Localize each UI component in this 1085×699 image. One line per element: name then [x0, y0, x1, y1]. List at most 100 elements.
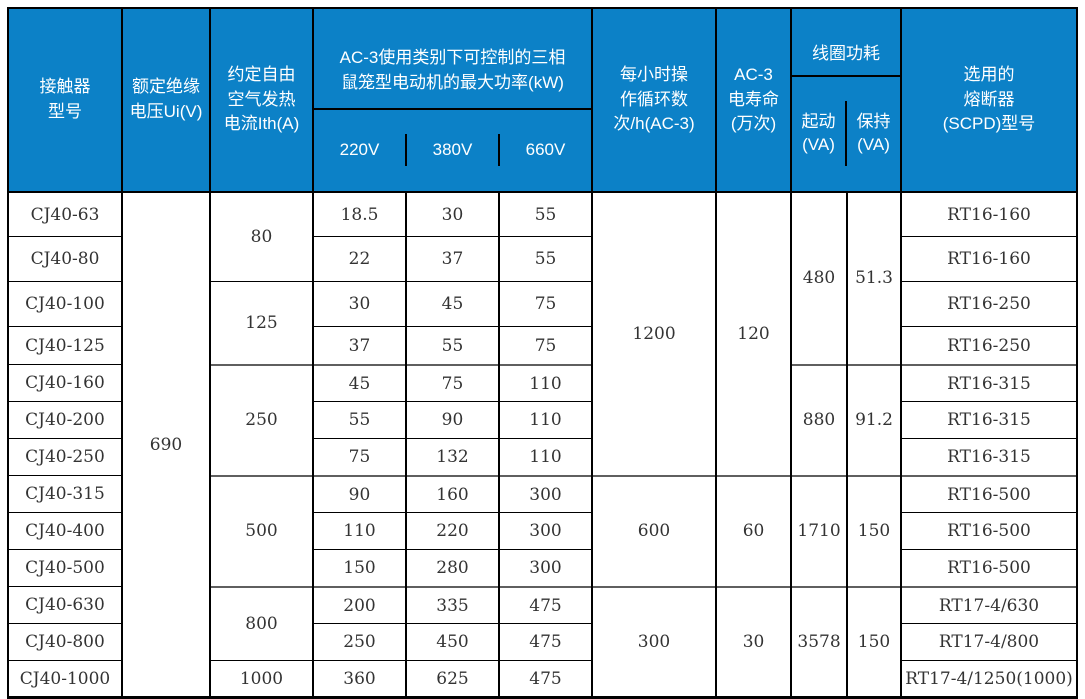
table-row: CJ40-80 22 37 55 RT16-160	[7, 236, 1079, 283]
p660-cell: 300	[497, 549, 594, 588]
p660-cell: 110	[497, 401, 594, 440]
ith-cell: 800	[209, 585, 314, 662]
ui-cell: 690	[121, 191, 211, 699]
p660-cell: 55	[497, 191, 594, 238]
coil-start-cell: 1710	[790, 474, 849, 588]
life-cell: 120	[715, 191, 793, 477]
p220-cell: 250	[312, 623, 407, 662]
table-row: CJ40-500 150 280 300 RT16-500	[7, 549, 1079, 588]
fuse-cell: RT16-315	[900, 438, 1079, 477]
model-cell: CJ40-800	[7, 623, 123, 662]
header-660v: 660V	[498, 134, 591, 167]
ops-cell: 600	[591, 474, 718, 588]
p660-cell: 110	[497, 438, 594, 477]
header-ith: 约定自由 空气发热 电流Ith(A)	[209, 7, 314, 193]
fuse-cell: RT16-160	[900, 191, 1079, 238]
p380-cell: 220	[405, 512, 500, 551]
ops-cell: 300	[591, 585, 718, 699]
table-row: CJ40-100 125 30 45 75 RT16-250	[7, 281, 1079, 366]
fuse-cell: RT16-500	[900, 549, 1079, 588]
ith-cell: 1000	[209, 660, 314, 699]
model-cell: CJ40-250	[7, 438, 123, 477]
table-row: CJ40-63 690 80 18.5 30 55 1200 120 480 5…	[7, 191, 1079, 699]
p220-cell: 18.5	[312, 191, 407, 238]
table-row: CJ40-200 55 90 110 RT16-315	[7, 401, 1079, 440]
fuse-cell: RT16-160	[900, 236, 1079, 283]
p380-cell: 90	[405, 401, 500, 440]
p660-cell: 110	[497, 363, 594, 403]
table-row: CJ40-160 250 45 75 110 880 91.2 RT16-315	[7, 363, 1079, 477]
p220-cell: 30	[312, 281, 407, 328]
p220-cell: 55	[312, 401, 407, 440]
life-cell: 30	[715, 585, 793, 699]
model-cell: CJ40-160	[7, 364, 123, 403]
coil-hold-cell: 150	[846, 474, 903, 588]
model-cell: CJ40-63	[7, 191, 123, 238]
life-cell: 60	[715, 474, 793, 588]
header-model: 接触器 型号	[7, 7, 123, 193]
model-cell: CJ40-500	[7, 549, 123, 588]
coil-start-cell: 480	[790, 191, 849, 366]
table-row: CJ40-125 37 55 75 RT16-250	[7, 326, 1079, 366]
ith-cell: 80	[209, 191, 314, 283]
p380-cell: 45	[405, 281, 500, 328]
p380-cell: 75	[405, 363, 500, 403]
p660-cell: 55	[497, 236, 594, 283]
fuse-cell: RT17-4/1250(1000)	[900, 660, 1079, 699]
coil-hold-cell: 150	[846, 585, 903, 699]
p220-cell: 75	[312, 438, 407, 477]
p380-cell: 30	[405, 191, 500, 238]
header-power-group: AC-3使用类别下可控制的三相 鼠笼型电动机的最大功率(kW) 220V 380…	[311, 7, 594, 193]
p660-cell: 475	[497, 585, 594, 625]
header-ui: 额定绝缘 电压Ui(V)	[121, 7, 211, 193]
p660-cell: 475	[497, 660, 594, 699]
coil-start-cell: 3578	[790, 585, 849, 699]
table-row: CJ40-250 75 132 110 RT16-315	[7, 438, 1079, 477]
fuse-cell: RT16-250	[900, 281, 1079, 328]
coil-start-cell: 880	[790, 363, 849, 477]
p380-cell: 132	[405, 438, 500, 477]
fuse-cell: RT17-4/630	[900, 585, 1079, 625]
fuse-cell: RT16-500	[900, 474, 1079, 514]
model-cell: CJ40-400	[7, 512, 123, 551]
model-cell: CJ40-630	[7, 586, 123, 625]
fuse-cell: RT17-4/800	[900, 623, 1079, 662]
coil-hold-cell: 91.2	[846, 363, 903, 477]
ith-cell: 250	[209, 363, 314, 477]
header-row: 接触器 型号 额定绝缘 电压Ui(V) 约定自由 空气发热 电流Ith(A) A…	[7, 7, 1079, 193]
p660-cell: 300	[497, 474, 594, 514]
p380-cell: 280	[405, 549, 500, 588]
p220-cell: 45	[312, 363, 407, 403]
fuse-cell: RT16-250	[900, 326, 1079, 366]
ith-cell: 125	[209, 281, 314, 366]
p380-cell: 160	[405, 474, 500, 514]
fuse-cell: RT16-315	[900, 401, 1079, 440]
header-380v: 380V	[405, 134, 498, 167]
fuse-cell: RT16-500	[900, 512, 1079, 551]
model-cell: CJ40-315	[7, 475, 123, 514]
header-ops: 每小时操 作循环数 次/h(AC-3)	[591, 7, 718, 193]
ith-cell: 500	[209, 474, 314, 588]
p220-cell: 150	[312, 549, 407, 588]
coil-hold-cell: 51.3	[846, 191, 903, 366]
header-coil-title: 线圈功耗	[792, 34, 901, 77]
header-coil-start: 起动 (VA)	[801, 111, 836, 154]
model-cell: CJ40-1000	[7, 660, 123, 699]
p380-cell: 625	[405, 660, 500, 699]
model-cell: CJ40-100	[7, 281, 123, 328]
contactor-spec-table: 接触器 型号 额定绝缘 电压Ui(V) 约定自由 空气发热 电流Ith(A) A…	[7, 7, 1079, 699]
table-row: CJ40-400 110 220 300 RT16-500	[7, 512, 1079, 551]
header-coil-hold: 保持 (VA)	[845, 101, 900, 167]
p660-cell: 300	[497, 512, 594, 551]
model-cell: CJ40-125	[7, 326, 123, 366]
header-power-title: AC-3使用类别下可控制的三相 鼠笼型电动机的最大功率(kW)	[314, 34, 592, 110]
p380-cell: 37	[405, 236, 500, 283]
p220-cell: 37	[312, 326, 407, 366]
p220-cell: 200	[312, 585, 407, 625]
p380-cell: 335	[405, 585, 500, 625]
p220-cell: 22	[312, 236, 407, 283]
ops-cell: 1200	[591, 191, 718, 477]
header-fuse: 选用的 熔断器 (SCPD)型号	[900, 7, 1079, 193]
p660-cell: 475	[497, 623, 594, 662]
